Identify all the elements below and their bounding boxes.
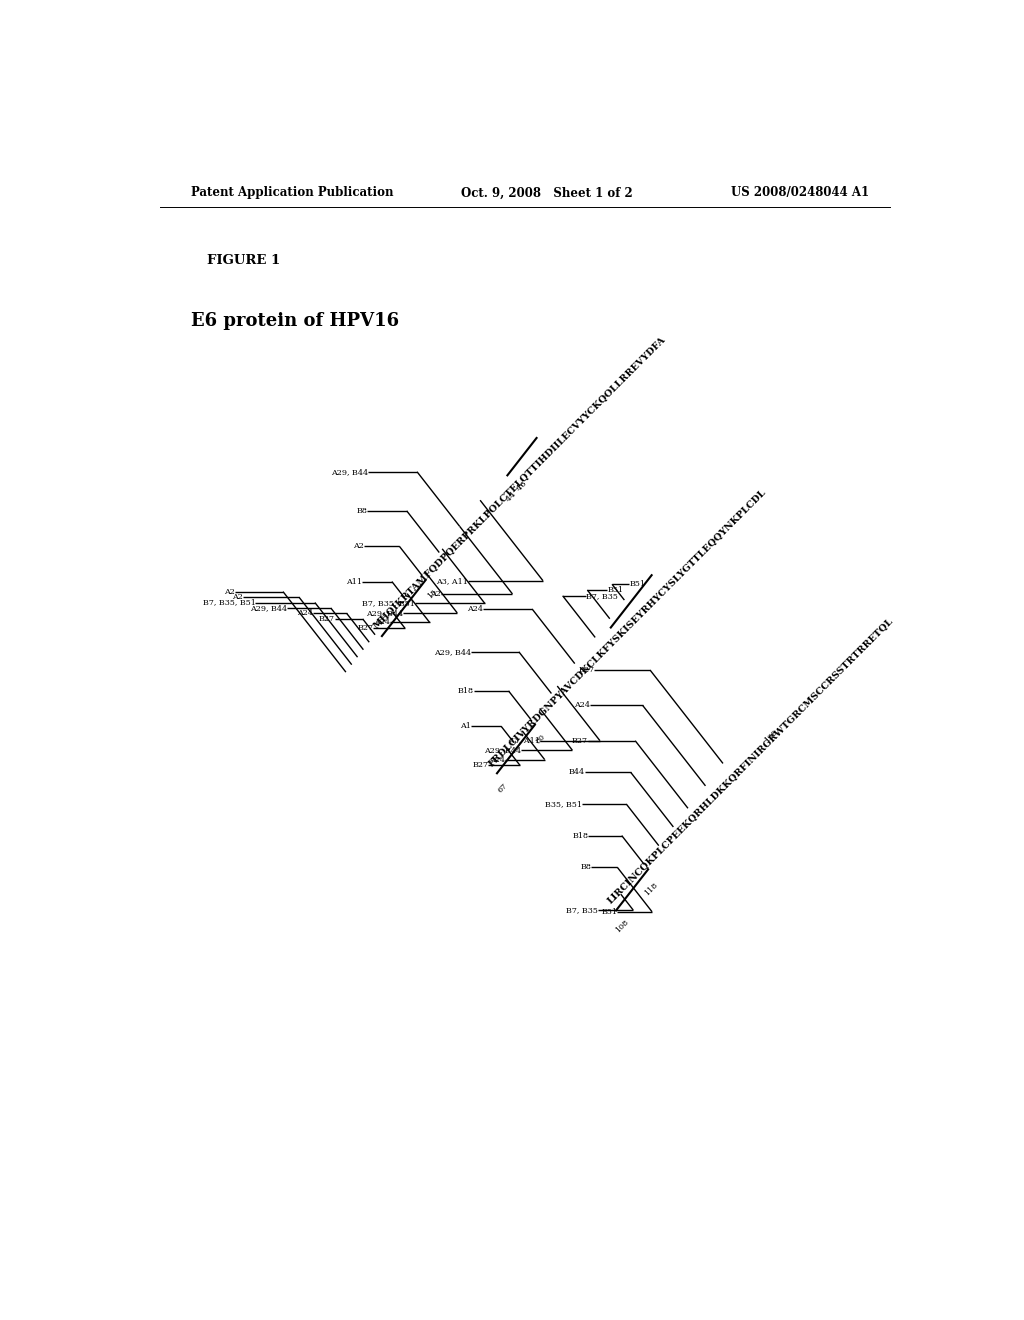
- Text: A29, B44: A29, B44: [434, 648, 471, 656]
- Text: B27: B27: [318, 615, 335, 623]
- Text: LIRCINCQKPLCPEEKQRHLDKKQRFINIRGRWTGRCMSCCRSSTRTRRETQL: LIRCINCQKPLCPEEKQRHLDKKQRFINIRGRWTGRCMSC…: [606, 616, 895, 906]
- Text: A24: A24: [574, 701, 590, 709]
- Text: B8: B8: [356, 507, 367, 515]
- Text: 139: 139: [763, 727, 779, 744]
- Text: A24: A24: [489, 755, 505, 763]
- Text: B27: B27: [472, 762, 488, 770]
- Text: A2: A2: [232, 593, 244, 601]
- Text: A29, B44: A29, B44: [331, 467, 368, 475]
- Text: A29, B44: A29, B44: [483, 746, 521, 754]
- Text: A2: A2: [430, 590, 441, 598]
- Text: B51: B51: [630, 581, 645, 589]
- Text: A11: A11: [346, 578, 361, 586]
- Text: A24: A24: [467, 605, 483, 612]
- Text: 108: 108: [614, 919, 631, 935]
- Text: MHQIKRTAMFQDPQERPRKLPOLCTELQTTIHDIILECVYYCKQOLLRREVYDFA: MHQIKRTAMFQDPQERPRKLPOLCTELQTTIHDIILECVY…: [372, 335, 668, 631]
- Text: E6 protein of HPV16: E6 protein of HPV16: [191, 312, 399, 330]
- Text: B51: B51: [607, 586, 624, 594]
- Text: B18: B18: [458, 686, 474, 694]
- Text: B27: B27: [579, 667, 595, 675]
- Text: US 2008/0248044 A1: US 2008/0248044 A1: [731, 186, 869, 199]
- Text: B27: B27: [357, 624, 373, 632]
- Text: FIGURE 1: FIGURE 1: [207, 253, 281, 267]
- Text: 67: 67: [497, 781, 510, 795]
- Text: 44  46: 44 46: [505, 479, 528, 503]
- Text: A29, B44: A29, B44: [367, 609, 403, 616]
- Text: B35, B51: B35, B51: [545, 800, 582, 808]
- Text: B44: B44: [568, 768, 585, 776]
- Text: 118: 118: [643, 880, 659, 898]
- Text: 15: 15: [425, 587, 438, 601]
- Text: B51: B51: [601, 908, 617, 916]
- Text: B7, B35, B51: B7, B35, B51: [203, 598, 255, 607]
- Text: A2: A2: [224, 587, 236, 595]
- Text: A24: A24: [297, 610, 312, 618]
- Text: Patent Application Publication: Patent Application Publication: [191, 186, 394, 199]
- Text: B7, B35, B51: B7, B35, B51: [362, 599, 415, 607]
- Text: B27: B27: [571, 737, 588, 744]
- Text: B18: B18: [572, 832, 589, 840]
- Text: B8: B8: [581, 863, 591, 871]
- Text: A29, B44: A29, B44: [250, 605, 287, 612]
- Text: Oct. 9, 2008   Sheet 1 of 2: Oct. 9, 2008 Sheet 1 of 2: [461, 186, 633, 199]
- Text: A3, A11: A3, A11: [435, 577, 468, 585]
- Text: A1: A1: [460, 722, 471, 730]
- Text: A3, A11: A3, A11: [509, 737, 541, 744]
- Text: B7, B35: B7, B35: [587, 591, 618, 599]
- Text: A24: A24: [374, 618, 390, 627]
- Text: FRDLCIVYRDGNPYAVCDKCLKFYSKISEYRHYCYSLYGTTLEQQYNKPLCDL: FRDLCIVYRDGNPYAVCDKCLKFYSKISEYRHYCYSLYGT…: [486, 487, 768, 768]
- Text: 80: 80: [535, 733, 548, 746]
- Text: B7, B35: B7, B35: [566, 906, 598, 913]
- Text: A2: A2: [353, 543, 365, 550]
